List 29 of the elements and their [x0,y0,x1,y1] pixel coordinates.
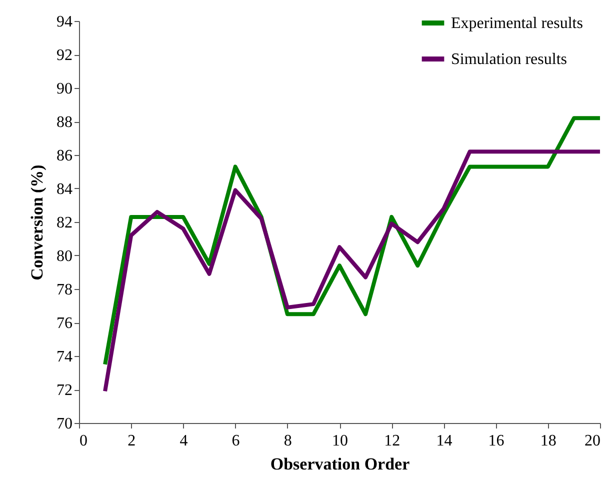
x-tick-label: 4 [180,432,188,450]
y-tick-label: 76 [56,315,72,332]
x-tick-label: 6 [232,432,240,450]
x-tick-label: 20 [584,432,600,450]
y-tick-label: 72 [56,382,72,399]
y-tick-label: 94 [56,14,72,30]
x-tick-label: 14 [436,432,452,450]
y-tick-label: 86 [56,148,72,164]
y-tick-label: 74 [56,348,72,366]
x-tick-label: 12 [384,432,400,450]
y-tick-label: 92 [56,47,72,64]
x-tick-label: 2 [128,432,136,450]
x-tick-label: 8 [284,432,292,450]
y-tick-label: 88 [56,114,72,131]
x-tick-label: 16 [488,432,504,450]
x-tick-label: 0 [80,432,88,450]
y-tick-label: 84 [56,181,72,198]
y-tick-label: 78 [56,282,72,298]
x-tick-label: 10 [332,432,348,450]
y-tick-label: 70 [56,416,72,432]
legend-label: Simulation results [451,51,567,68]
x-axis-title: Observation Order [270,454,410,474]
x-tick-label: 18 [540,432,556,450]
y-tick-label: 82 [56,214,72,232]
y-tick-label: 90 [56,80,72,98]
legend-label: Experimental results [451,15,583,32]
y-tick-label: 80 [56,248,72,265]
line-series [103,150,602,394]
y-axis-title: Conversion (%) [28,164,46,280]
